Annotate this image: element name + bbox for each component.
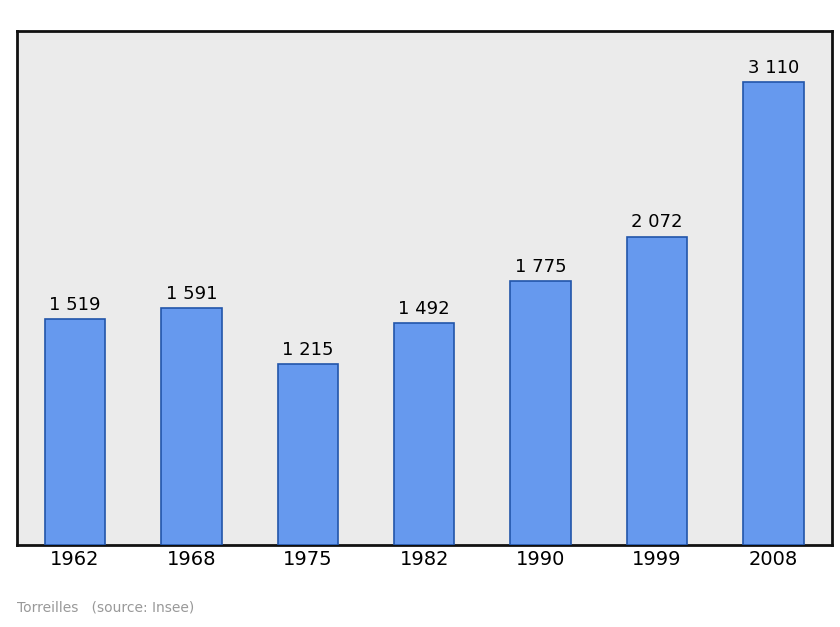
Text: 2 072: 2 072: [631, 213, 683, 231]
Text: 3 110: 3 110: [748, 59, 799, 76]
Bar: [161, 308, 222, 545]
Text: 1 519: 1 519: [50, 296, 101, 314]
Text: 1 591: 1 591: [165, 285, 218, 303]
Text: 1 492: 1 492: [398, 300, 450, 318]
Bar: [45, 319, 105, 545]
Bar: [511, 281, 571, 545]
Bar: [394, 323, 454, 545]
Text: Torreilles   (source: Insee): Torreilles (source: Insee): [17, 601, 194, 614]
Bar: [627, 237, 687, 545]
Text: 1 775: 1 775: [515, 258, 566, 276]
Bar: [277, 364, 338, 545]
Bar: [743, 82, 804, 545]
Text: 1 215: 1 215: [282, 341, 333, 359]
